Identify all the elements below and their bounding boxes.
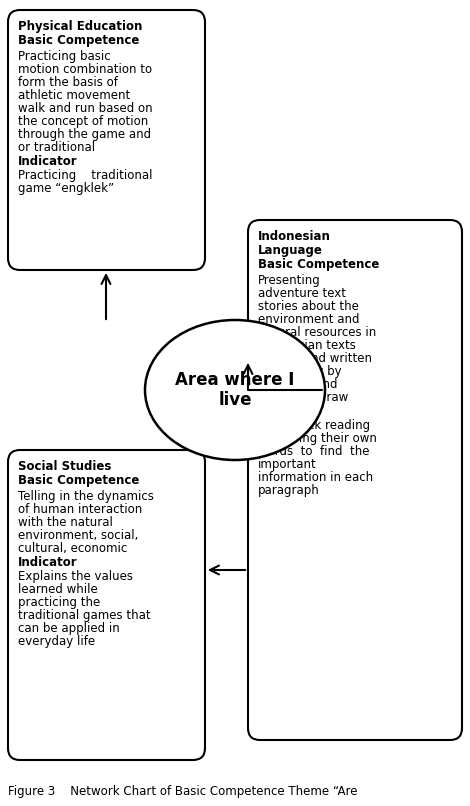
- Text: vocabulary by: vocabulary by: [258, 365, 342, 378]
- Text: Indonesian texts: Indonesian texts: [258, 339, 356, 352]
- Text: game “engklek”: game “engklek”: [18, 182, 114, 195]
- Text: paragraph: paragraph: [258, 484, 320, 497]
- Text: environment, social,: environment, social,: [18, 529, 138, 542]
- Text: cultural, economic: cultural, economic: [18, 542, 127, 555]
- Text: words  to  find  the: words to find the: [258, 445, 369, 458]
- Text: natural resources in: natural resources in: [258, 326, 376, 339]
- Text: Language: Language: [258, 244, 323, 257]
- Text: everyday life: everyday life: [18, 635, 95, 648]
- Text: Social Studies: Social Studies: [18, 460, 111, 473]
- Text: Indicator: Indicator: [18, 155, 78, 168]
- Text: through the game and: through the game and: [18, 128, 151, 141]
- Text: learned while: learned while: [18, 583, 98, 596]
- Text: or traditional: or traditional: [18, 141, 95, 154]
- Text: Write back reading: Write back reading: [258, 419, 370, 432]
- Text: Basic Competence: Basic Competence: [258, 258, 379, 271]
- Text: Telling in the dynamics: Telling in the dynamics: [18, 490, 154, 503]
- Text: Presenting: Presenting: [258, 274, 321, 287]
- Text: Figure 3    Network Chart of Basic Competence Theme “Are: Figure 3 Network Chart of Basic Competen…: [8, 785, 358, 798]
- Text: Explains the values: Explains the values: [18, 570, 133, 583]
- Text: of human interaction: of human interaction: [18, 503, 142, 516]
- FancyBboxPatch shape: [248, 220, 462, 740]
- Text: important: important: [258, 458, 317, 471]
- Text: the concept of motion: the concept of motion: [18, 115, 148, 128]
- Text: Practicing basic: Practicing basic: [18, 50, 110, 63]
- Text: Basic Competence: Basic Competence: [18, 34, 140, 47]
- Text: can be applied in: can be applied in: [18, 622, 120, 635]
- Text: form the basis of: form the basis of: [18, 76, 118, 89]
- Text: text using their own: text using their own: [258, 432, 377, 445]
- Text: Area where I
live: Area where I live: [175, 371, 295, 409]
- Text: Indicator: Indicator: [258, 405, 318, 418]
- Text: adventure text: adventure text: [258, 287, 346, 300]
- Text: walk and run based on: walk and run based on: [18, 102, 153, 115]
- Text: stories about the: stories about the: [258, 300, 359, 313]
- Text: environment and: environment and: [258, 313, 360, 326]
- FancyBboxPatch shape: [8, 450, 205, 760]
- Text: Indonesian: Indonesian: [258, 230, 331, 243]
- Text: information in each: information in each: [258, 471, 373, 484]
- Text: selecting and: selecting and: [258, 378, 337, 391]
- Text: practicing the: practicing the: [18, 596, 100, 609]
- Text: sorting the raw: sorting the raw: [258, 391, 348, 404]
- Text: athletic movement: athletic movement: [18, 89, 130, 102]
- Text: Basic Competence: Basic Competence: [18, 474, 140, 487]
- Text: Physical Education: Physical Education: [18, 20, 142, 33]
- Text: traditional games that: traditional games that: [18, 609, 150, 622]
- Text: Indicator: Indicator: [18, 556, 78, 569]
- Ellipse shape: [145, 320, 325, 460]
- Text: motion combination to: motion combination to: [18, 63, 152, 76]
- Text: with the natural: with the natural: [18, 516, 113, 529]
- Text: Practicing    traditional: Practicing traditional: [18, 169, 152, 182]
- FancyBboxPatch shape: [8, 10, 205, 270]
- Text: spoken and written: spoken and written: [258, 352, 372, 365]
